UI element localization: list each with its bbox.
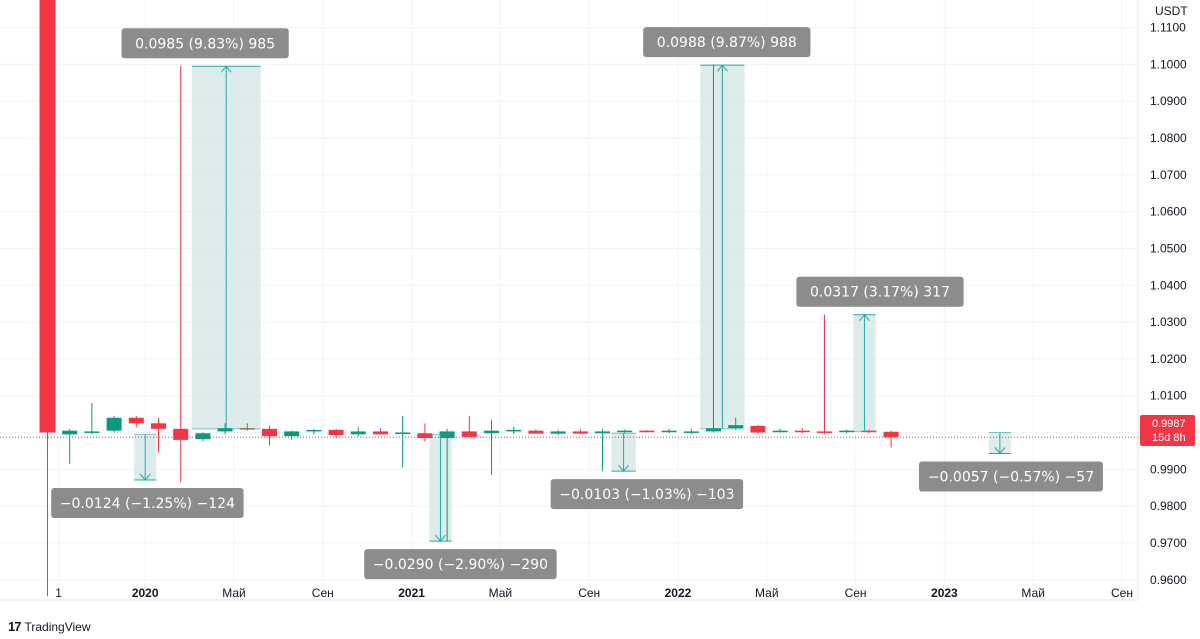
- y-tick-label: 1.0900: [1150, 94, 1187, 108]
- y-tick-label: 1.1100: [1150, 21, 1186, 35]
- candle-body: [128, 417, 144, 424]
- candle-body: [506, 429, 522, 432]
- candle-body: [706, 428, 721, 432]
- measure-arrowhead: [716, 64, 728, 72]
- candle-body: [328, 429, 344, 436]
- measure-arrowhead: [859, 313, 870, 322]
- candle-body: [750, 425, 766, 433]
- measure-label-box: [121, 28, 289, 59]
- y-tick-label: 1.0800: [1150, 131, 1187, 145]
- candle-body: [39, 0, 56, 433]
- last-price-countdown: 15d 8h: [1152, 432, 1186, 444]
- measure-label-box: [51, 488, 244, 518]
- x-axis[interactable]: 1 2020 Май Сен 2021 Май Сен 2022 Май Сен 2023 Май Се…: [55, 586, 1133, 600]
- y-tick-label: 1.0500: [1150, 241, 1187, 255]
- x-tick-label: 1: [55, 586, 62, 600]
- measure-arrowhead: [220, 65, 232, 73]
- measure-label-text: −0.0290 (−2.90%) −290: [373, 557, 548, 573]
- measure-arrows: [134, 64, 1011, 542]
- candle-body: [484, 430, 499, 434]
- candle-body: [151, 423, 166, 429]
- measure-labels: 0.0985 (9.83%) 985 −0.0124 (−1.25%) −124 −…: [51, 27, 1103, 580]
- measure-label-box: [364, 549, 557, 580]
- measure-arrowhead: [994, 447, 1006, 455]
- x-tick-label: Май: [1021, 586, 1045, 600]
- candle-body: [373, 431, 388, 435]
- y-tick-label: 0.9600: [1150, 573, 1187, 587]
- candle-body: [461, 431, 477, 437]
- candle-body: [62, 430, 78, 435]
- x-tick-label: Май: [755, 586, 779, 600]
- y-tick-label: 1.0400: [1150, 278, 1187, 292]
- candle-body: [683, 431, 699, 433]
- y-tick-label: 1.0200: [1150, 352, 1187, 366]
- candle-body: [395, 432, 411, 435]
- candle-body: [839, 430, 855, 433]
- x-tick-label: 2021: [398, 586, 425, 600]
- measure-arrowhead: [139, 473, 151, 481]
- candle-body: [528, 430, 544, 434]
- candle-body: [195, 433, 211, 440]
- y-tick-label: 1.1000: [1150, 57, 1187, 71]
- x-tick-label: 2023: [931, 586, 958, 600]
- tradingview-logo-icon[interactable]: 17: [8, 619, 22, 634]
- candle-body: [217, 428, 233, 432]
- y-tick-label: 1.0600: [1150, 205, 1187, 219]
- x-tick-label: 2020: [132, 586, 159, 600]
- candle-body: [772, 430, 788, 433]
- candles: [39, 0, 899, 597]
- candle-body: [639, 430, 655, 433]
- y-tick-label: 0.9700: [1150, 536, 1187, 550]
- candle-body: [262, 428, 277, 437]
- candle-body: [817, 431, 832, 433]
- y-tick-label: 1.0100: [1150, 389, 1187, 403]
- measure-label-text: 0.0985 (9.83%) 985: [135, 36, 275, 52]
- y-tick-label: 0.9800: [1150, 499, 1187, 513]
- brand-name[interactable]: TradingView: [24, 619, 91, 634]
- x-tick-label: 2022: [665, 586, 692, 600]
- currency-label: USDT: [1155, 4, 1188, 18]
- x-tick-label: Май: [489, 586, 513, 600]
- y-tick-label: 1.0700: [1150, 168, 1187, 182]
- y-tick-label: 1.0300: [1150, 315, 1187, 329]
- y-axis-background: [1138, 0, 1200, 600]
- measure-label-text: −0.0103 (−1.03%) −103: [559, 487, 734, 503]
- candle-body: [284, 431, 300, 437]
- candle-body: [595, 431, 610, 434]
- footer: 17 TradingView: [8, 619, 91, 634]
- x-tick-label: Сен: [578, 586, 600, 600]
- candle-body: [173, 428, 189, 440]
- y-tick-label: 0.9900: [1150, 462, 1187, 476]
- measure-label-text: 0.0988 (9.87%) 988: [657, 35, 797, 51]
- x-tick-label: Сен: [1111, 586, 1133, 600]
- measure-label-box: [918, 461, 1103, 492]
- measure-label-text: −0.0057 (−0.57%) −57: [928, 469, 1094, 485]
- x-tick-label: Сен: [845, 586, 867, 600]
- candle-body: [306, 429, 322, 432]
- measure-arrowhead: [618, 464, 629, 472]
- candle-body: [550, 431, 566, 434]
- x-tick-label: Сен: [312, 586, 334, 600]
- measure-label-box: [643, 27, 811, 58]
- measure-arrowhead: [435, 534, 446, 542]
- measure-label-text: 0.0317 (3.17%) 317: [810, 285, 950, 301]
- candle-body: [84, 431, 100, 433]
- candle-body: [794, 430, 810, 433]
- measure-label-text: −0.0124 (−1.25%) −124: [60, 496, 235, 512]
- candle-body: [417, 433, 433, 439]
- candle-body: [661, 430, 677, 433]
- candle-body: [883, 431, 899, 438]
- x-tick-label: Май: [222, 586, 246, 600]
- candle-body: [728, 425, 744, 429]
- measure-label-box: [796, 276, 964, 307]
- measure-label-box: [550, 479, 744, 510]
- last-price-value: 0.9987: [1152, 418, 1186, 430]
- candle-body: [572, 431, 588, 434]
- candle-body: [617, 430, 633, 433]
- candle-body: [106, 417, 122, 431]
- candle-body: [350, 431, 366, 435]
- last-price-badge: 0.9987 15d 8h: [1140, 415, 1195, 446]
